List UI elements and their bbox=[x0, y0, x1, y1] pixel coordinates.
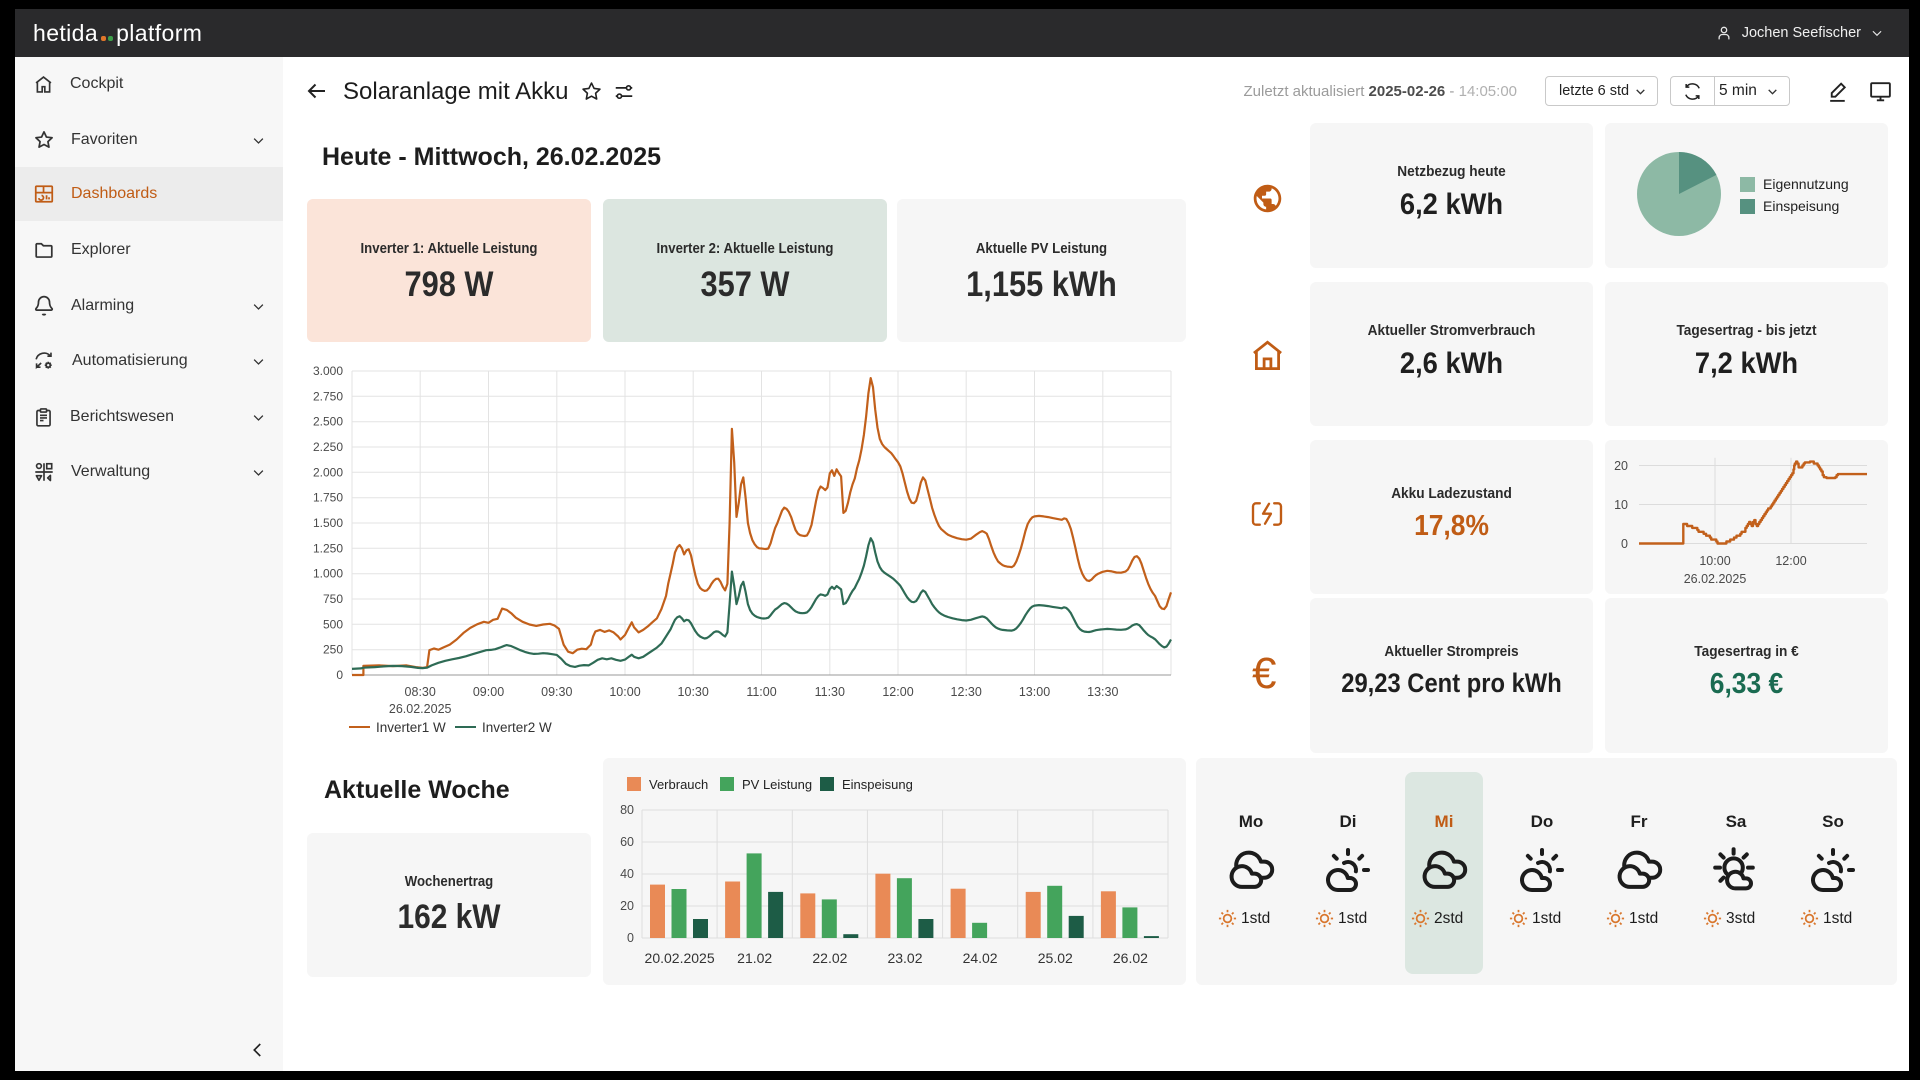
svg-text:Einspeisung: Einspeisung bbox=[842, 777, 913, 792]
svg-text:11:30: 11:30 bbox=[815, 685, 845, 699]
svg-text:PV Leistung: PV Leistung bbox=[742, 777, 812, 792]
svg-text:Verbrauch: Verbrauch bbox=[649, 777, 708, 792]
svg-text:11:00: 11:00 bbox=[746, 685, 776, 699]
svg-text:1.750: 1.750 bbox=[313, 491, 343, 505]
svg-text:Inverter1 W: Inverter1 W bbox=[376, 720, 446, 735]
svg-text:250: 250 bbox=[323, 643, 343, 657]
svg-text:20: 20 bbox=[620, 899, 634, 913]
svg-text:750: 750 bbox=[323, 592, 343, 606]
svg-text:3.000: 3.000 bbox=[313, 364, 343, 378]
svg-text:09:00: 09:00 bbox=[473, 685, 504, 699]
svg-text:0: 0 bbox=[336, 668, 343, 682]
svg-text:1.250: 1.250 bbox=[313, 541, 343, 555]
svg-text:2.500: 2.500 bbox=[313, 415, 343, 429]
svg-text:10:00: 10:00 bbox=[1699, 554, 1730, 568]
svg-text:20.02.2025: 20.02.2025 bbox=[645, 950, 715, 966]
svg-text:Eigennutzung: Eigennutzung bbox=[1763, 176, 1849, 192]
svg-text:26.02.2025: 26.02.2025 bbox=[1684, 572, 1747, 586]
svg-text:2.250: 2.250 bbox=[313, 440, 343, 454]
svg-text:26.02: 26.02 bbox=[1113, 950, 1148, 966]
svg-text:10: 10 bbox=[1614, 498, 1628, 512]
svg-text:60: 60 bbox=[620, 835, 634, 849]
svg-text:23.02: 23.02 bbox=[887, 950, 922, 966]
svg-text:22.02: 22.02 bbox=[812, 950, 847, 966]
svg-text:13:00: 13:00 bbox=[1019, 685, 1050, 699]
svg-text:25.02: 25.02 bbox=[1038, 950, 1073, 966]
svg-text:12:30: 12:30 bbox=[951, 685, 982, 699]
svg-text:12:00: 12:00 bbox=[882, 685, 913, 699]
svg-text:500: 500 bbox=[323, 617, 343, 631]
svg-text:0: 0 bbox=[627, 931, 634, 945]
svg-text:80: 80 bbox=[620, 803, 634, 817]
svg-text:09:30: 09:30 bbox=[541, 685, 572, 699]
svg-text:12:00: 12:00 bbox=[1775, 554, 1806, 568]
svg-text:0: 0 bbox=[1621, 537, 1628, 551]
svg-text:10:30: 10:30 bbox=[678, 685, 709, 699]
svg-text:08:30: 08:30 bbox=[405, 685, 436, 699]
svg-text:20: 20 bbox=[1614, 459, 1628, 473]
svg-text:1.500: 1.500 bbox=[313, 516, 343, 530]
svg-text:Inverter2 W: Inverter2 W bbox=[482, 720, 552, 735]
svg-text:13:30: 13:30 bbox=[1087, 685, 1118, 699]
svg-text:21.02: 21.02 bbox=[737, 950, 772, 966]
svg-text:40: 40 bbox=[620, 867, 634, 881]
svg-text:1.000: 1.000 bbox=[313, 567, 343, 581]
svg-text:24.02: 24.02 bbox=[963, 950, 998, 966]
svg-text:26.02.2025: 26.02.2025 bbox=[389, 702, 452, 716]
svg-text:10:00: 10:00 bbox=[609, 685, 640, 699]
svg-text:2.750: 2.750 bbox=[313, 389, 343, 403]
svg-text:2.000: 2.000 bbox=[313, 465, 343, 479]
svg-text:Einspeisung: Einspeisung bbox=[1763, 198, 1839, 214]
